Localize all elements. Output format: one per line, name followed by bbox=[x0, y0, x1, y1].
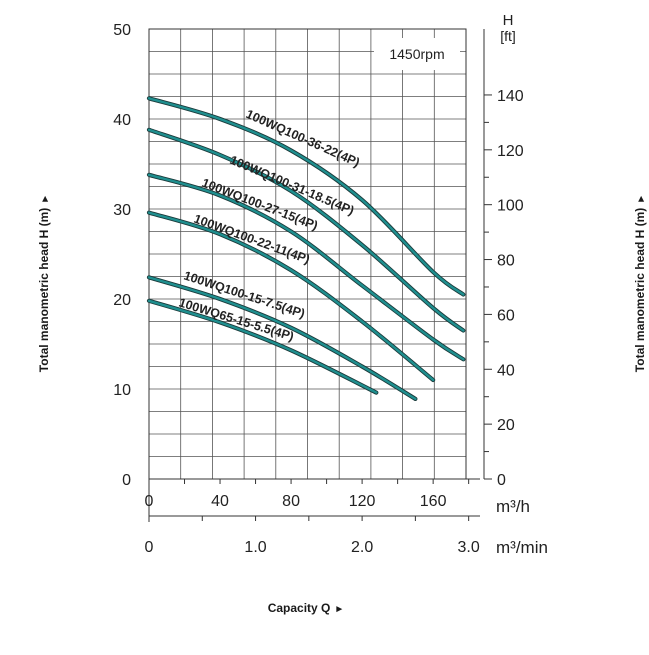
y-right-tick-label: 0 bbox=[497, 472, 506, 489]
x-m3h-tick-label: 40 bbox=[211, 493, 229, 510]
x-m3h-tick-label: 0 bbox=[145, 493, 154, 510]
y-left-tick-label: 0 bbox=[122, 472, 131, 489]
curve-line bbox=[147, 211, 435, 382]
y-right-unit-line2: [ft] bbox=[500, 28, 516, 44]
curve-line bbox=[147, 173, 465, 361]
curve-outline bbox=[146, 210, 436, 383]
y-right-tick-label: 40 bbox=[497, 362, 515, 379]
curve-line bbox=[147, 299, 378, 394]
y-left-tick-label: 20 bbox=[113, 292, 131, 309]
y-right-tick-label: 120 bbox=[497, 143, 524, 160]
curve-line bbox=[147, 128, 465, 332]
y-right-tick-label: 60 bbox=[497, 307, 515, 324]
y-left-tick-label: 30 bbox=[113, 202, 131, 219]
speed-label: 1450rpm bbox=[389, 46, 444, 62]
x-m3min-tick-label: 0 bbox=[145, 539, 154, 556]
right-axis: 0 20 40 60 80 100 120 140 H[ft] bbox=[483, 12, 524, 489]
curves: 100WQ100-36-22(4P)100WQ100-31-18.5(4P)10… bbox=[146, 96, 466, 401]
x-m3min-tick-label: 3.0 bbox=[458, 539, 480, 556]
curve-line bbox=[147, 276, 417, 401]
x-m3min-tick-label: 2.0 bbox=[351, 539, 373, 556]
curve-line bbox=[147, 97, 465, 296]
y-right-tick-label: 80 bbox=[497, 253, 515, 270]
x-m3h-tick-label: 160 bbox=[420, 493, 447, 510]
x-m3min-unit: m³/min bbox=[496, 538, 548, 557]
y-left-tick-label: 50 bbox=[113, 22, 131, 39]
x-axis-arrow-icon: ► bbox=[334, 604, 345, 615]
y-left-tick-label: 10 bbox=[113, 382, 131, 399]
y-left-tick-label: 40 bbox=[113, 112, 131, 129]
y-axis-title-clipped: Total manometric head H (m) ► bbox=[633, 194, 647, 372]
x-m3min-tick-label: 1.0 bbox=[244, 539, 266, 556]
series-label: 100WQ100-36-22(4P) bbox=[244, 107, 362, 170]
x-axis-title: Capacity Q ► bbox=[268, 601, 345, 615]
y-right-tick-label: 20 bbox=[497, 417, 515, 434]
x-m3h-tick-label: 80 bbox=[282, 493, 300, 510]
y-axis-title: Total manometric head H (m) ► bbox=[37, 194, 51, 372]
y-axis-clipped-arrow-icon: ► bbox=[636, 193, 647, 204]
x-axis-title-text: Capacity Q bbox=[267, 601, 331, 615]
bottom-axes: 0 40 80 120 160 0 1.0 2.0 3.0 m³/h m³/min bbox=[145, 478, 548, 557]
x-m3h-unit: m³/h bbox=[496, 497, 530, 516]
x-m3h-tick-label: 120 bbox=[349, 493, 376, 510]
y-right-tick-label: 140 bbox=[497, 88, 524, 105]
y-right-unit-line1: H bbox=[503, 12, 514, 29]
y-right-tick-label: 100 bbox=[497, 198, 524, 215]
left-axis: 0 10 20 30 40 50 bbox=[113, 22, 131, 489]
y-axis-arrow-icon: ► bbox=[40, 193, 51, 204]
y-axis-title-clipped-text: Total manometric head H (m) bbox=[633, 207, 647, 373]
y-axis-title-text: Total manometric head H (m) bbox=[37, 207, 51, 373]
grid bbox=[149, 29, 466, 479]
speed-box: 1450rpm bbox=[374, 38, 460, 70]
